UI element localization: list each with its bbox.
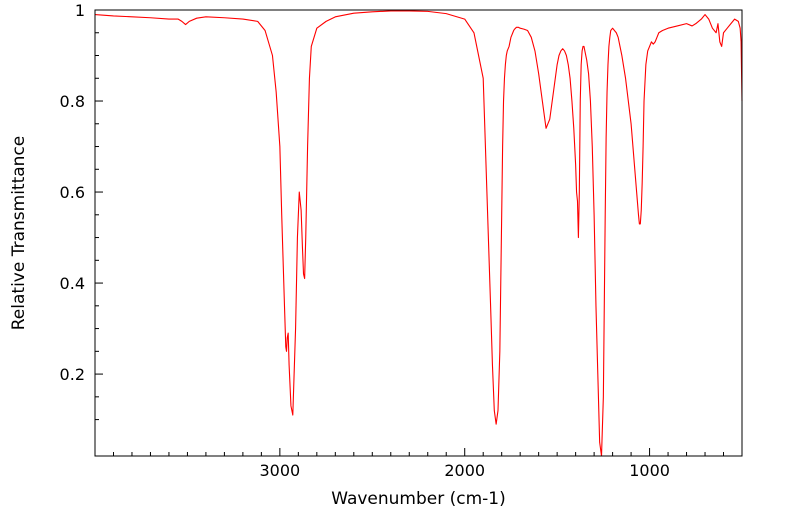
- y-axis-ticks: [95, 9, 103, 421]
- x-axis-ticks: [112, 448, 725, 456]
- x-tick-label: 3000: [259, 461, 300, 480]
- y-tick-label: 0.4: [60, 274, 85, 293]
- y-axis-title: Relative Transmittance: [9, 136, 29, 331]
- y-tick-label: 0.8: [60, 92, 85, 111]
- y-axis-tick-labels: 0.2 0.4 0.6 0.8 1: [60, 1, 85, 384]
- plot-frame: [94, 9, 743, 457]
- x-axis-title: Wavenumber (cm-1): [331, 489, 506, 509]
- x-axis-tick-labels: 3000 2000 1000: [259, 461, 669, 480]
- y-tick-label: 1: [75, 1, 85, 20]
- x-tick-label: 2000: [444, 461, 485, 480]
- y-tick-label: 0.6: [60, 183, 85, 202]
- series-line-transmittance: [94, 10, 743, 457]
- x-tick-label: 1000: [629, 461, 670, 480]
- y-tick-label: 0.2: [60, 365, 85, 384]
